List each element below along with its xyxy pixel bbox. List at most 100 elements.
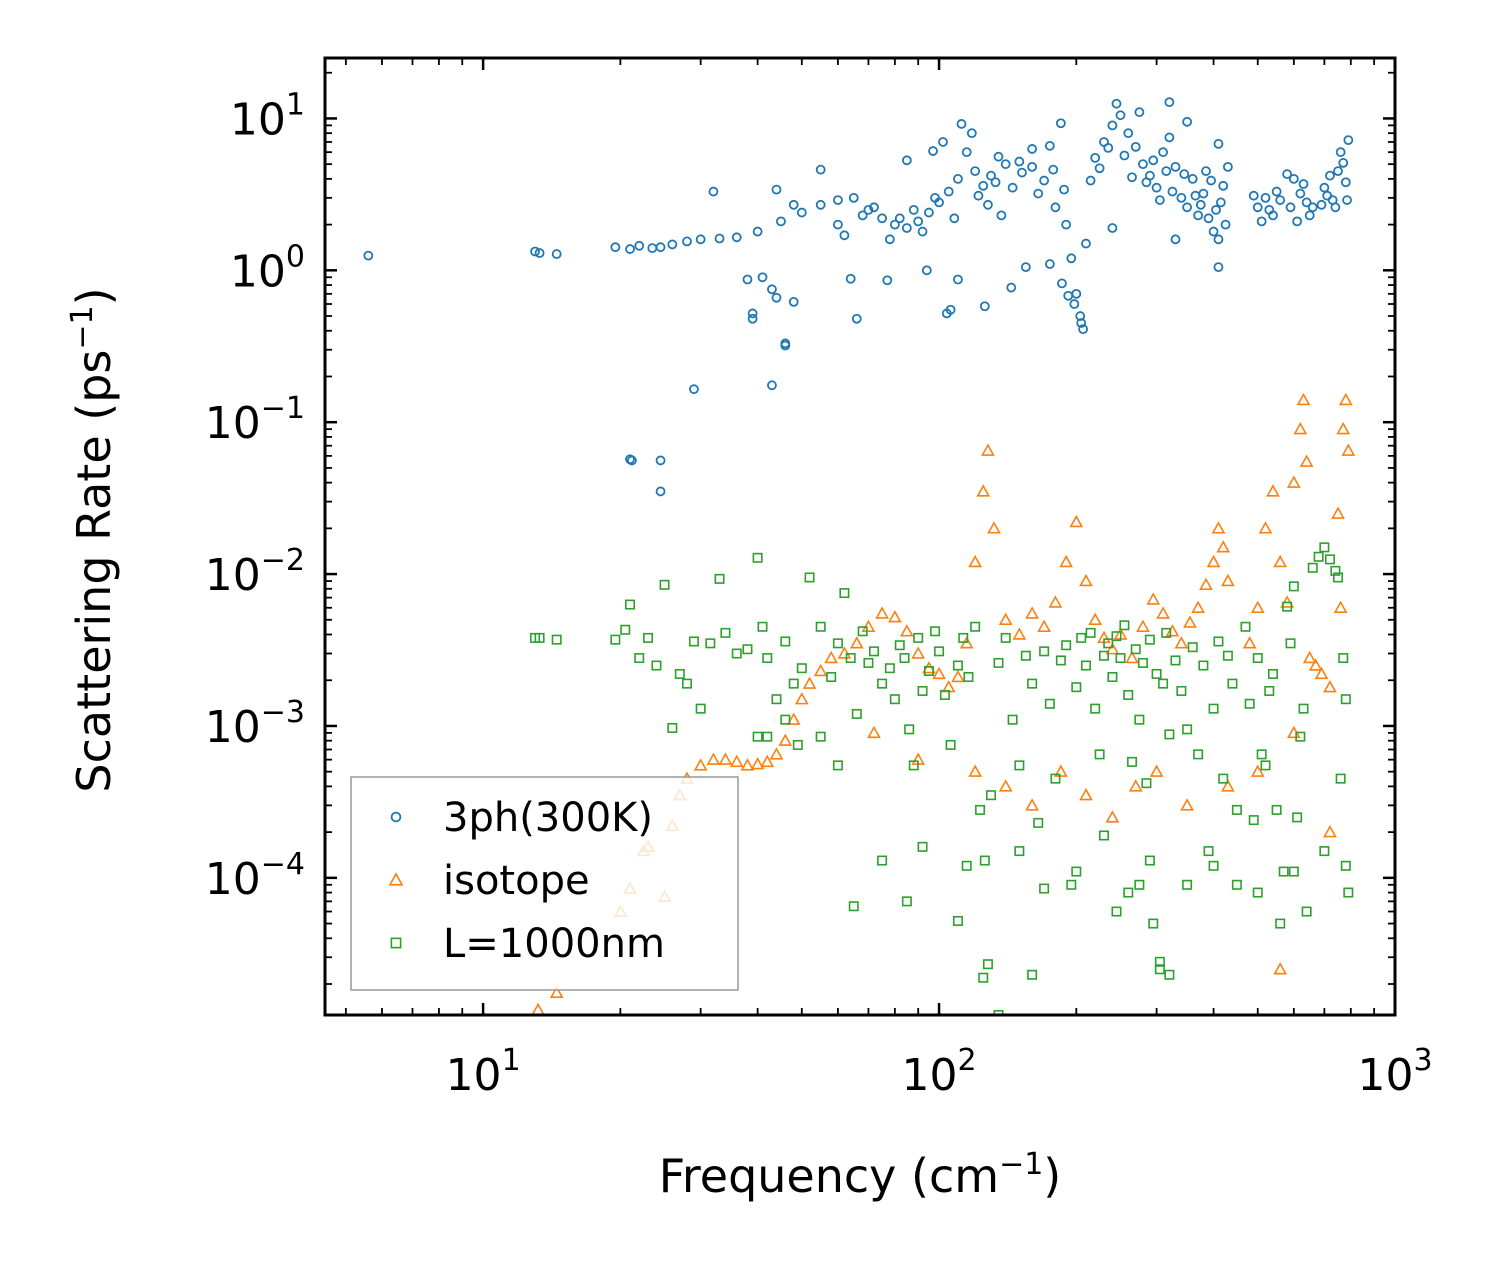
data-point-circle — [1256, 216, 1267, 227]
data-point-circle — [1006, 282, 1017, 293]
data-point-circle — [714, 233, 725, 244]
data-point-triangle — [729, 754, 744, 768]
y-tick-label: 100 — [230, 239, 305, 297]
data-point-triangle — [1333, 600, 1348, 613]
data-point-triangle — [1341, 443, 1356, 456]
data-point-circle — [534, 248, 545, 258]
data-point-circle — [1123, 128, 1134, 139]
data-point-triangle — [1059, 554, 1074, 568]
data-point-square — [1208, 860, 1219, 871]
data-point-square — [1094, 749, 1105, 760]
data-point-triangle — [1293, 422, 1308, 435]
data-point-circle — [973, 190, 984, 201]
legend-marker-triangle — [388, 872, 404, 886]
data-point-circle — [1213, 262, 1224, 273]
data-point-circle — [851, 313, 862, 324]
data-point-circle — [938, 137, 948, 147]
data-point-square — [1020, 650, 1031, 661]
data-point-triangle — [837, 646, 852, 659]
data-point-circle — [1220, 219, 1231, 230]
data-point-square — [913, 632, 924, 643]
data-point-square — [1098, 650, 1109, 661]
data-point-square — [752, 731, 763, 742]
data-point-square — [757, 621, 768, 632]
data-point-square — [851, 708, 862, 719]
data-point-triangle — [778, 733, 793, 746]
data-point-square — [1027, 969, 1038, 980]
data-point-square — [815, 731, 826, 742]
data-point-circle — [913, 216, 924, 227]
data-point-circle — [978, 180, 989, 191]
data-point-circle — [1182, 116, 1193, 127]
data-point-triangle — [867, 725, 881, 739]
data-point-circle — [1044, 259, 1055, 269]
data-point-square — [1231, 879, 1242, 890]
data-point-circle — [1301, 197, 1312, 208]
data-point-circle — [949, 213, 960, 224]
data-point-triangle — [1079, 573, 1093, 587]
data-point-square — [889, 694, 900, 705]
data-point-triangle — [1146, 592, 1161, 605]
data-point-circle — [1027, 161, 1038, 172]
data-point-circle — [863, 204, 874, 215]
data-point-circle — [1014, 156, 1025, 167]
data-point-square — [979, 855, 990, 866]
data-point-circle — [1340, 177, 1351, 188]
data-point-triangle — [706, 752, 721, 765]
data-point-circle — [655, 242, 666, 253]
data-point-triangle — [1048, 595, 1063, 608]
data-point-triangle — [1323, 680, 1337, 693]
data-point-square — [1033, 817, 1044, 828]
data-point-circle — [655, 486, 666, 497]
data-point-circle — [1033, 188, 1044, 199]
data-point-square — [1252, 887, 1263, 898]
data-point-triangle — [1174, 636, 1189, 649]
data-point-triangle — [802, 676, 817, 689]
data-point-circle — [627, 455, 637, 466]
data-point-circle — [970, 166, 981, 177]
data-point-square — [1222, 650, 1233, 661]
data-point-triangle — [1273, 554, 1288, 568]
data-point-square — [1240, 621, 1251, 632]
data-point-square — [982, 959, 993, 970]
data-point-square — [762, 653, 773, 664]
data-point-circle — [1055, 118, 1066, 129]
data-point-square — [1278, 866, 1289, 877]
data-point-triangle — [813, 663, 828, 677]
data-point-square — [1252, 653, 1263, 664]
data-point-circle — [1333, 166, 1343, 177]
data-point-square — [792, 739, 803, 750]
data-point-square — [1071, 682, 1082, 693]
data-point-triangle — [1250, 600, 1265, 613]
data-point-triangle — [1211, 521, 1226, 534]
data-point-triangle — [1037, 619, 1051, 632]
data-point-square — [923, 666, 934, 677]
data-point-square — [1182, 879, 1193, 890]
data-point-circle — [742, 274, 753, 285]
data-point-circle — [551, 249, 562, 259]
data-point-circle — [1201, 166, 1211, 177]
data-point-square — [1000, 632, 1011, 643]
data-point-circle — [921, 265, 932, 276]
data-point-square — [1295, 731, 1306, 742]
data-point-circle — [1342, 195, 1352, 205]
data-point-square — [1227, 678, 1238, 689]
data-point-square — [952, 660, 963, 671]
data-point-square — [796, 663, 807, 674]
data-point-square — [1256, 749, 1267, 760]
data-point-circle — [1017, 167, 1027, 178]
data-point-triangle — [1180, 798, 1194, 811]
data-point-circle — [815, 199, 826, 210]
data-point-triangle — [888, 610, 902, 623]
data-point-circle — [1260, 192, 1271, 203]
data-point-circle — [682, 236, 692, 247]
data-point-square — [877, 855, 888, 866]
data-point-circle — [731, 232, 742, 243]
data-point-circle — [1164, 132, 1175, 143]
data-point-triangle — [750, 757, 765, 770]
data-point-square — [1330, 565, 1341, 576]
data-point-square — [643, 632, 654, 643]
data-point-circle — [857, 210, 868, 221]
data-point-square — [1141, 778, 1152, 789]
data-point-circle — [1195, 199, 1206, 210]
